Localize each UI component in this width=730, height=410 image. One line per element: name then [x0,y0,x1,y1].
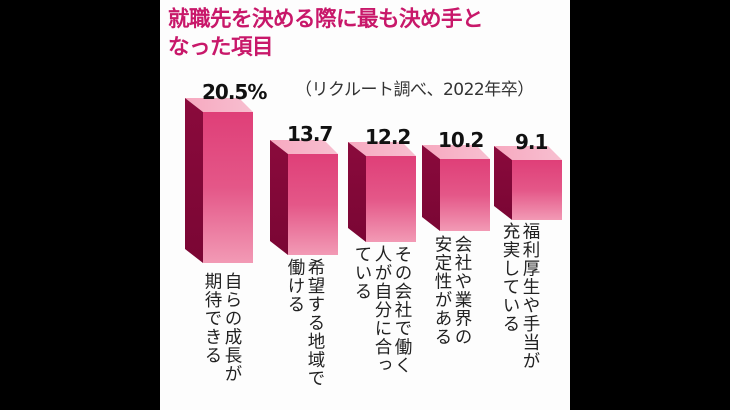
label-line: 福利厚生や手当が [520,222,540,370]
category-label-4: 会社や業界の 安定性がある [432,235,472,346]
bar-5 [494,146,562,222]
bar-front [288,154,338,255]
chart-source: （リクルート調べ、2022年卒） [295,80,534,100]
value-label-2: 13.7 [287,122,333,146]
label-line: 安定性がある [432,235,452,346]
label-line: その会社で働く [392,245,412,375]
bar-top [348,142,416,156]
value-label-3: 12.2 [365,125,411,149]
label-line: 会社や業界の [452,235,472,346]
bar-4 [422,145,490,233]
label-line: 自らの成長が [222,272,242,383]
category-label-5: 福利厚生や手当が 充実している [500,222,540,370]
bar-1 [185,98,253,268]
bar-2 [270,140,338,260]
bar-side [494,146,512,220]
label-line: 充実している [500,222,520,333]
value-label-1: 20.5% [202,80,267,104]
label-line: 人が自分に合っ [372,245,392,375]
value-label-4: 10.2 [438,128,484,152]
bar-front [366,156,416,242]
title-line-2: なった項目 [168,35,274,60]
category-label-1: 自らの成長が 期待できる [202,272,242,383]
bar-top [185,98,253,112]
bar-front [440,159,490,231]
bar-front [203,112,253,263]
bar-top [270,140,338,154]
bar-side [185,98,203,263]
bar-top [494,146,562,160]
chart-panel: 就職先を決める際に最も決め手と なった項目 （リクルート調べ、2022年卒） 2… [160,0,570,410]
label-line: 働ける [285,258,305,314]
chart-title: 就職先を決める際に最も決め手と なった項目 [168,6,568,62]
value-label-5: 9.1 [515,130,548,154]
bar-side [422,145,440,231]
title-line-1: 就職先を決める際に最も決め手と [168,7,484,32]
label-line: 希望する地域で [305,258,325,388]
category-label-3: その会社で働く 人が自分に合っ ている [352,245,412,375]
bar-side [270,140,288,255]
category-label-2: 希望する地域で 働ける [285,258,325,388]
bar-front [512,160,562,220]
label-line: 期待できる [202,272,222,365]
bar-top [422,145,490,159]
bar-3 [348,142,416,244]
bar-side [348,142,366,242]
label-line: ている [352,245,372,301]
